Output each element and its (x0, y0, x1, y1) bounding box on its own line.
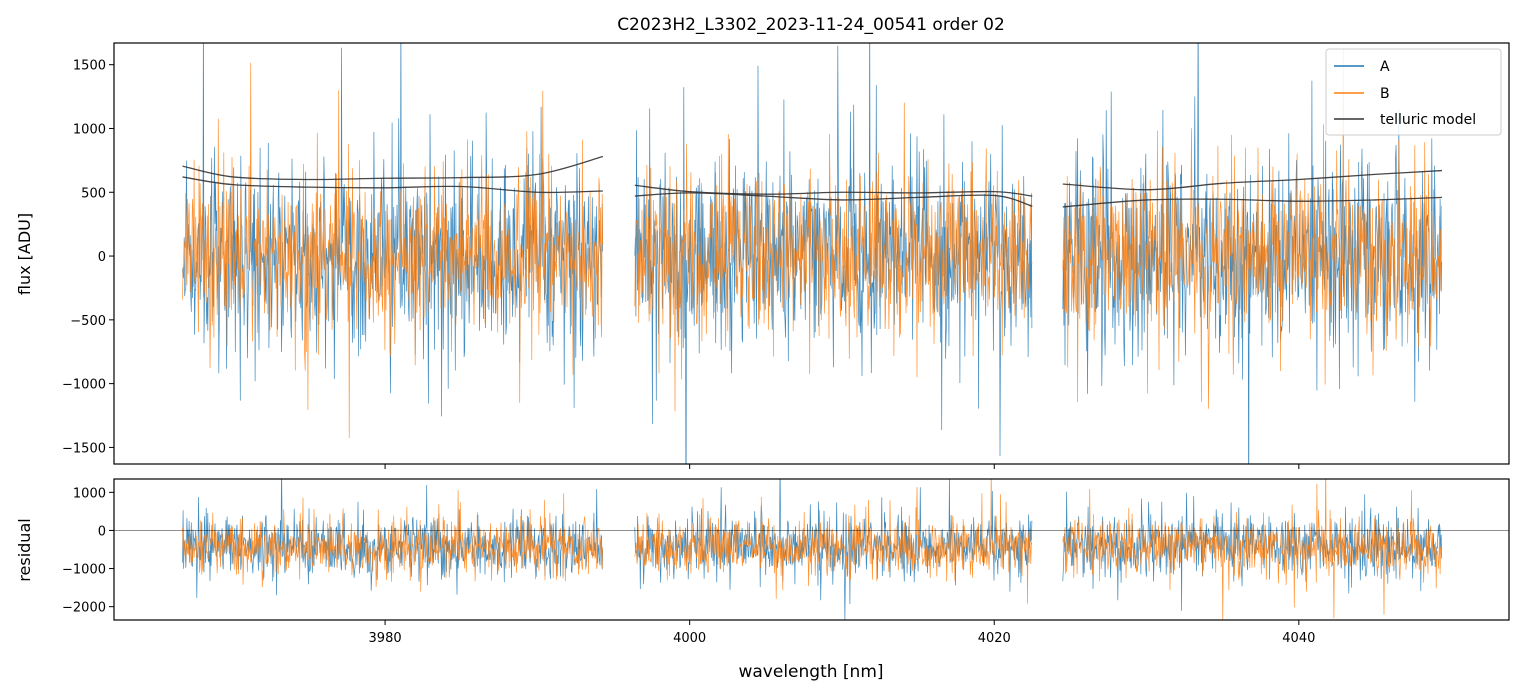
chart-title: C2023H2_L3302_2023-11-24_00541 order 02 (617, 15, 1005, 35)
residual-y-tick-label: 0 (98, 524, 106, 539)
flux-plot-area (182, 43, 1443, 464)
residual-x-tick-label: 4000 (673, 631, 706, 646)
flux-y-tick-label: 1500 (73, 59, 106, 74)
flux-telluric-model-curve-5 (1062, 169, 1443, 191)
residual-axes-frame (113, 478, 1510, 621)
residual-x-tick-label: 3980 (369, 631, 402, 646)
residual-x-tick-label: 4020 (978, 631, 1011, 646)
legend-label-telluric: telluric model (1380, 112, 1476, 128)
flux-telluric-model-curve-6 (1062, 196, 1443, 208)
flux-telluric-model-curve-3 (634, 184, 1033, 197)
flux-panel: −1500 −1000 −500 0 500 1000 1500 flux [ADU] A … (15, 42, 1510, 469)
flux-y-tick-label: 1000 (73, 122, 106, 137)
residual-x-tick-label: 4040 (1282, 631, 1315, 646)
residual-series-b-segment-1 (182, 490, 604, 592)
residual-plot-area (114, 479, 1509, 620)
flux-y-tick-label: 0 (98, 250, 106, 265)
residual-y-axis-label: residual (15, 518, 34, 581)
flux-y-axis-label: flux [ADU] (15, 213, 34, 295)
flux-series-a-segment-1 (182, 43, 604, 417)
flux-series-b-segment-3 (1062, 49, 1443, 409)
residual-panel: −2000 −1000 0 1000 3980 4000 4020 4040 residua… (15, 478, 1510, 682)
legend-box (1325, 48, 1502, 136)
x-axis-label: wavelength [nm] (738, 662, 883, 682)
flux-x-ticks (384, 464, 1300, 469)
flux-y-tick-label: −1500 (62, 441, 106, 456)
flux-series-a-segment-2 (634, 43, 1033, 464)
flux-series-b-segment-1 (182, 62, 604, 438)
flux-series-b-segment-2 (634, 102, 1033, 412)
residual-series-b-segment-3 (1062, 479, 1443, 620)
legend-label-b: B (1380, 86, 1390, 102)
flux-y-ticks: −1500 −1000 −500 0 500 1000 1500 (62, 59, 114, 456)
legend-label-a: A (1380, 59, 1390, 75)
residual-y-tick-label: 1000 (73, 486, 106, 501)
flux-telluric-model-curve-1 (182, 155, 604, 181)
residual-series-b-segment-2 (634, 479, 1033, 604)
residual-y-ticks: −2000 −1000 0 1000 (62, 486, 114, 616)
residual-y-tick-label: −2000 (62, 601, 106, 616)
flux-telluric-model-curve-4 (634, 192, 1033, 207)
flux-y-tick-label: 500 (81, 186, 106, 201)
flux-y-tick-label: −500 (70, 314, 106, 329)
flux-y-tick-label: −1000 (62, 378, 106, 393)
flux-telluric-model-curve-2 (182, 176, 603, 194)
residual-x-ticks: 3980 4000 4020 4040 (369, 620, 1315, 646)
flux-axes-frame (113, 42, 1510, 465)
legend: A B telluric model (1325, 48, 1502, 136)
residual-y-tick-label: −1000 (62, 563, 106, 578)
